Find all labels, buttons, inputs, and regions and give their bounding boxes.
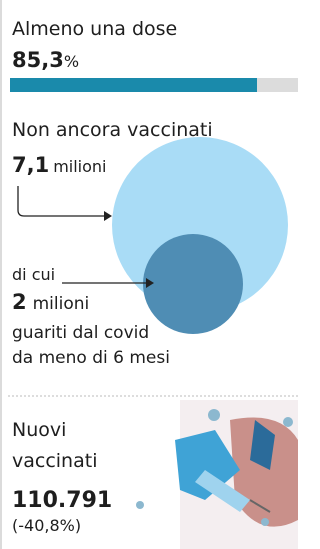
small-circle [143,234,243,334]
virus [261,518,269,526]
value: 7,1 [12,153,49,177]
virus [283,417,293,427]
sub-note: guariti dal covid [12,323,149,343]
sub-note: da meno di 6 mesi [12,348,170,368]
arrow [18,186,104,216]
section-title: Almeno una dose [12,18,177,40]
infographic: Almeno una dose 85,3% Non ancora vaccina… [0,0,298,549]
unit: milioni [53,157,106,176]
virus [136,501,144,509]
sub-value: 2 [12,290,27,314]
illustration [136,400,298,549]
section-title: Nuovi [12,419,66,441]
value-line: 85,3% [12,48,79,72]
sub-unit: milioni [33,294,90,314]
section-title: vaccinati [12,450,97,472]
arrow-head [104,211,112,221]
progress-fill [10,78,257,92]
unit: % [64,52,79,71]
section-title: Non ancora vaccinati [12,119,213,141]
change: (-40,8%) [12,516,81,535]
value: 110.791 [12,488,112,513]
sub-label: di cui [12,265,55,284]
sub-value-line: 2 milioni [12,290,89,314]
value: 85,3 [12,48,64,72]
virus [208,409,220,421]
